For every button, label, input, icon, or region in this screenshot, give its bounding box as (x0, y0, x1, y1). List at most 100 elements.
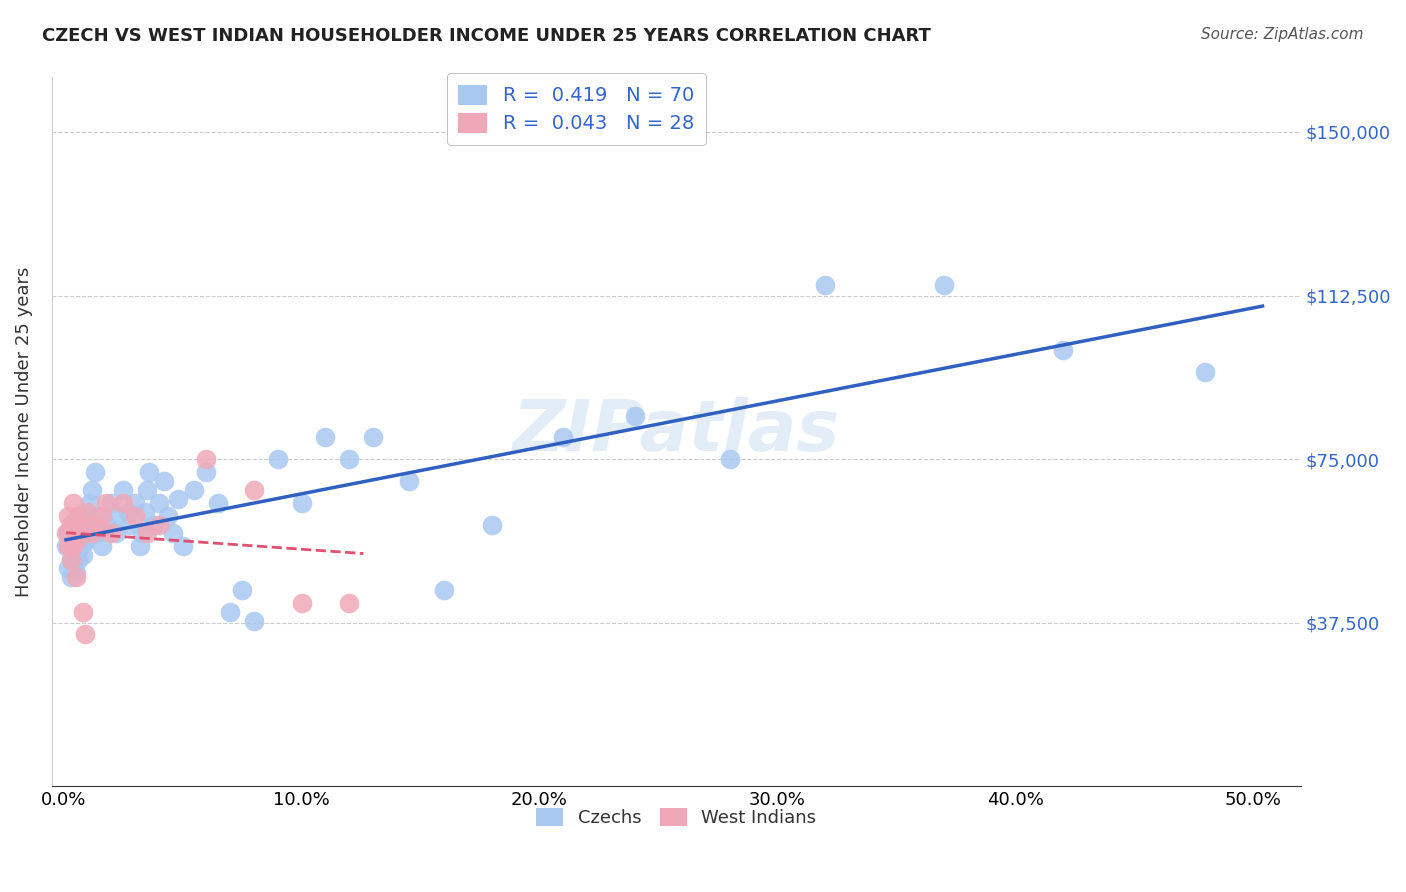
Point (62, 540, 84, 554)
Point (65, 535, 87, 549)
Point (128, 540, 150, 554)
Point (131, 526, 153, 541)
Point (66, 531, 89, 545)
Point (117, 505, 139, 519)
Point (337, 452, 360, 467)
Point (76, 531, 98, 545)
Point (73, 626, 96, 640)
Point (290, 496, 312, 510)
Point (62, 540, 84, 554)
Point (59, 552, 82, 566)
Point (86, 517, 108, 532)
Point (58, 526, 80, 541)
Text: CZECH VS WEST INDIAN HOUSEHOLDER INCOME UNDER 25 YEARS CORRELATION CHART: CZECH VS WEST INDIAN HOUSEHOLDER INCOME … (42, 27, 931, 45)
Point (433, 583, 456, 598)
Point (62, 531, 84, 545)
Point (623, 409, 645, 423)
Point (96, 517, 118, 532)
Point (58, 508, 80, 523)
Point (148, 517, 170, 532)
Point (66, 508, 89, 523)
Point (361, 430, 384, 444)
Point (814, 277, 837, 292)
Point (481, 517, 503, 532)
Point (59, 570, 82, 584)
Point (219, 605, 242, 619)
Point (337, 596, 360, 610)
Point (90, 508, 112, 523)
Point (72, 548, 94, 562)
Point (65, 548, 87, 562)
Point (59, 517, 82, 532)
Point (89, 508, 111, 523)
Point (134, 505, 156, 519)
Point (100, 526, 122, 541)
Y-axis label: Householder Income Under 25 years: Householder Income Under 25 years (15, 267, 32, 597)
Point (66, 544, 89, 558)
Point (58, 540, 80, 554)
Point (135, 526, 157, 541)
Point (66, 552, 89, 566)
Point (157, 508, 180, 523)
Point (55, 540, 77, 554)
Point (59, 552, 82, 566)
Point (148, 496, 170, 510)
Point (90, 540, 112, 554)
Point (69, 540, 91, 554)
Point (207, 496, 229, 510)
Point (172, 540, 194, 554)
Point (65, 566, 87, 580)
Point (69, 517, 91, 532)
Point (62, 557, 84, 571)
Point (62, 496, 84, 510)
Point (100, 496, 122, 510)
Point (243, 483, 266, 497)
Point (66, 531, 89, 545)
Point (183, 483, 205, 497)
Point (553, 430, 575, 444)
Text: Source: ZipAtlas.com: Source: ZipAtlas.com (1201, 27, 1364, 42)
Point (143, 517, 166, 532)
Point (195, 466, 218, 480)
Point (135, 483, 157, 497)
Point (72, 526, 94, 541)
Point (73, 535, 96, 549)
Point (1194, 365, 1216, 379)
Point (86, 526, 108, 541)
Point (76, 505, 98, 519)
Point (152, 474, 174, 488)
Point (112, 483, 135, 497)
Point (79, 496, 101, 510)
Point (59, 517, 82, 532)
Point (138, 466, 160, 480)
Point (76, 517, 98, 532)
Point (231, 583, 253, 598)
Point (932, 277, 955, 292)
Point (1052, 343, 1074, 358)
Point (55, 526, 77, 541)
Point (65, 526, 87, 541)
Point (718, 452, 741, 467)
Point (290, 596, 312, 610)
Point (120, 517, 142, 532)
Point (65, 570, 87, 584)
Point (82, 483, 104, 497)
Point (267, 452, 290, 467)
Point (314, 430, 336, 444)
Point (124, 508, 146, 523)
Point (162, 526, 184, 541)
Point (243, 614, 266, 628)
Point (104, 526, 127, 541)
Point (166, 491, 188, 506)
Point (112, 496, 135, 510)
Point (124, 496, 146, 510)
Point (96, 496, 118, 510)
Point (195, 452, 218, 467)
Point (82, 526, 104, 541)
Point (72, 605, 94, 619)
Text: ZIPatlas: ZIPatlas (513, 398, 839, 467)
Point (73, 508, 96, 523)
Point (107, 508, 129, 523)
Point (398, 474, 420, 488)
Point (83, 466, 105, 480)
